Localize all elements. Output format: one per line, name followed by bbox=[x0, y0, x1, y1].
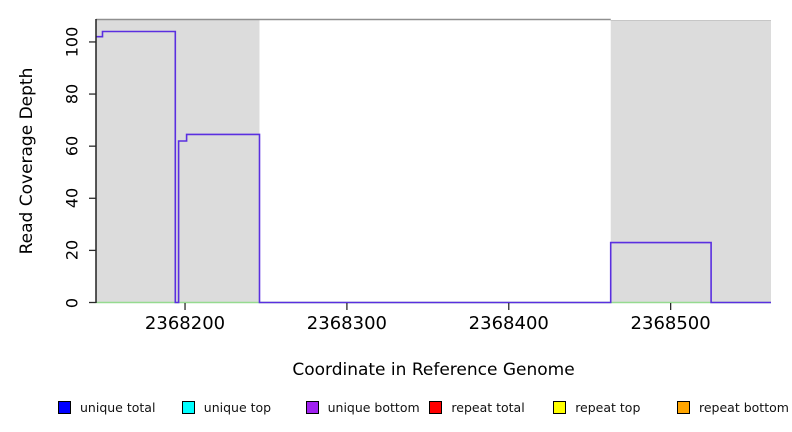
shaded-region bbox=[96, 20, 260, 303]
y-axis-title: Read Coverage Depth bbox=[17, 67, 37, 255]
x-tick-label: 2368400 bbox=[468, 313, 549, 334]
legend-item: repeat total bbox=[429, 400, 525, 415]
legend-swatch-icon bbox=[429, 401, 443, 414]
legend-swatch-icon bbox=[58, 401, 71, 414]
y-tick-label: 0 bbox=[62, 297, 82, 308]
x-tick-label: 2368200 bbox=[144, 313, 226, 334]
legend-label: unique bottom bbox=[327, 400, 420, 415]
legend-swatch-icon bbox=[677, 401, 690, 414]
coverage-series-line bbox=[96, 30, 771, 304]
y-tick-label: 100 bbox=[62, 26, 82, 58]
legend-label: repeat top bbox=[575, 400, 641, 415]
legend-swatch-icon bbox=[553, 401, 567, 414]
legend-item: repeat bottom bbox=[677, 400, 789, 415]
x-tick-label: 2368500 bbox=[630, 313, 711, 334]
y-tick-label: 60 bbox=[62, 135, 82, 157]
legend-item: unique bottom bbox=[305, 400, 420, 415]
legend-swatch-icon bbox=[305, 401, 319, 414]
shaded-region bbox=[610, 20, 771, 303]
legend-item: repeat top bbox=[553, 400, 640, 415]
legend-item: unique total bbox=[58, 400, 155, 415]
legend-swatch-icon bbox=[181, 401, 195, 414]
x-axis-title: Coordinate in Reference Genome bbox=[292, 360, 575, 380]
legend-label: unique top bbox=[203, 400, 272, 415]
x-tick-label: 2368300 bbox=[306, 313, 387, 334]
legend-item: unique top bbox=[181, 400, 272, 415]
y-tick-label: 80 bbox=[62, 83, 82, 105]
legend-label: unique total bbox=[80, 400, 156, 415]
legend-label: repeat bottom bbox=[699, 400, 789, 415]
legend-label: repeat total bbox=[451, 400, 525, 415]
y-tick-label: 20 bbox=[62, 240, 82, 261]
y-tick-label: 40 bbox=[62, 188, 82, 209]
